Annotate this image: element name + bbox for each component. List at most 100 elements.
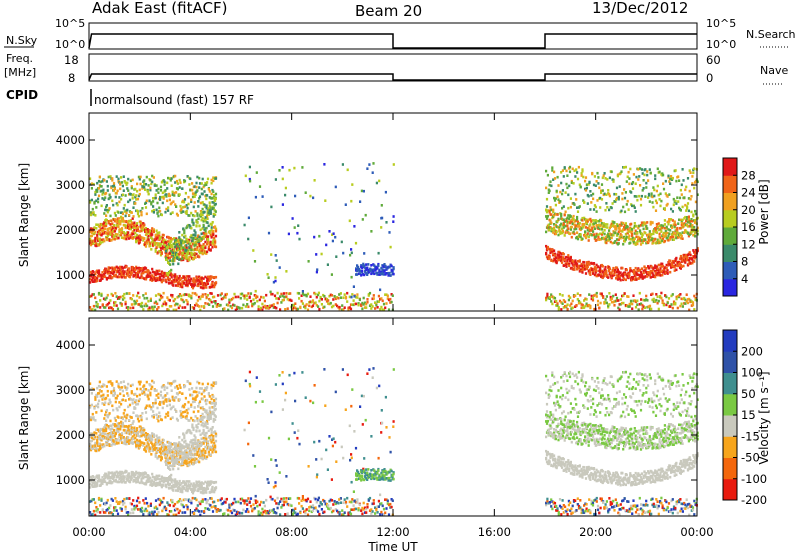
- power-cell: [154, 196, 157, 200]
- power-cell: [583, 306, 586, 309]
- power-cell: [615, 277, 618, 280]
- power-cell: [200, 232, 203, 236]
- power-cell: [124, 232, 127, 235]
- power-cell: [115, 192, 118, 195]
- power-cell: [159, 189, 163, 192]
- power-cell: [596, 219, 599, 223]
- power-cell: [210, 236, 213, 239]
- power-cell: [167, 298, 170, 302]
- power-cell: [109, 195, 112, 199]
- velocity-cell: [136, 478, 140, 481]
- velocity-cell: [128, 403, 132, 407]
- power-cell: [608, 176, 611, 180]
- power-cell: [690, 218, 693, 221]
- velocity-cell: [112, 394, 116, 397]
- power-cell: [130, 225, 133, 229]
- velocity-cell: [94, 445, 97, 448]
- power-cell: [187, 294, 190, 298]
- power-cell: [144, 241, 147, 244]
- power-cell: [332, 304, 335, 308]
- power-cell: [224, 296, 227, 299]
- power-cell: [168, 256, 171, 260]
- power-cell: [594, 271, 597, 274]
- velocity-cell: [117, 430, 120, 434]
- power-cell: [206, 221, 209, 224]
- power-cell: [638, 303, 641, 306]
- power-cell: [144, 188, 147, 191]
- power-cell: [549, 219, 552, 223]
- power-cell: [592, 225, 596, 229]
- power-cell: [628, 302, 631, 306]
- power-cell: [561, 294, 564, 297]
- power-cell: [113, 301, 116, 304]
- power-cell: [203, 184, 206, 187]
- power-cell: [213, 300, 216, 303]
- velocity-cell: [93, 431, 96, 434]
- velocity-cell: [113, 423, 116, 426]
- power-cell: [227, 308, 230, 312]
- power-cell: [566, 216, 569, 220]
- power-cell: [641, 303, 644, 307]
- power-cell: [136, 233, 139, 237]
- power-cell: [664, 192, 667, 195]
- power-cell: [684, 261, 687, 264]
- power-cell: [99, 241, 102, 245]
- power-cell: [686, 231, 690, 235]
- power-cell: [143, 304, 146, 308]
- power-cell: [126, 208, 129, 212]
- colorbar-tick-label: 16: [741, 220, 756, 234]
- power-cell: [180, 247, 183, 250]
- power-cell: [680, 220, 683, 223]
- power-cell: [693, 260, 696, 263]
- power-cell: [623, 188, 626, 191]
- power-cell: [555, 230, 558, 233]
- power-cell: [556, 302, 559, 305]
- power-cell: [382, 273, 385, 276]
- power-cell: [214, 301, 217, 305]
- power-cell: [689, 261, 692, 265]
- power-cell: [575, 224, 578, 227]
- power-cell: [592, 262, 596, 265]
- power-cell: [93, 202, 96, 205]
- power-cell: [639, 197, 643, 201]
- power-cell: [164, 189, 167, 192]
- velocity-cell: [131, 422, 134, 425]
- power-cell: [257, 305, 260, 308]
- power-cell: [603, 192, 606, 196]
- power-cell: [567, 214, 570, 217]
- power-cell: [135, 239, 138, 243]
- velocity-cell: [109, 380, 112, 383]
- velocity-cell: [107, 473, 110, 476]
- power-cell: [662, 270, 666, 273]
- power-cell: [635, 235, 638, 239]
- velocity-cell: [132, 420, 135, 423]
- power-cell: [670, 226, 674, 229]
- power-cell: [136, 275, 140, 279]
- power-cell: [204, 219, 207, 222]
- power-cell: [182, 227, 185, 230]
- power-cell: [128, 267, 131, 270]
- power-cell: [182, 248, 185, 251]
- velocity-cell: [104, 401, 107, 404]
- power-cell: [576, 206, 579, 209]
- power-cell: [565, 304, 568, 308]
- power-cell: [334, 235, 337, 239]
- power-cell: [605, 241, 608, 245]
- velocity-cell: [117, 382, 120, 386]
- power-cell: [583, 201, 586, 204]
- power-cell: [608, 267, 611, 270]
- power-cell: [682, 179, 685, 182]
- power-cell: [293, 226, 296, 229]
- velocity-cell: [120, 436, 123, 440]
- power-cell: [227, 304, 230, 307]
- power-cell: [276, 291, 279, 295]
- power-cell: [682, 264, 685, 268]
- velocity-cell: [141, 481, 144, 485]
- power-cell: [576, 231, 579, 234]
- power-cell: [175, 308, 178, 312]
- power-cell: [634, 210, 637, 213]
- velocity-cell: [107, 471, 110, 474]
- power-cell: [558, 293, 562, 296]
- velocity-cell: [119, 470, 122, 474]
- power-cell: [581, 264, 584, 267]
